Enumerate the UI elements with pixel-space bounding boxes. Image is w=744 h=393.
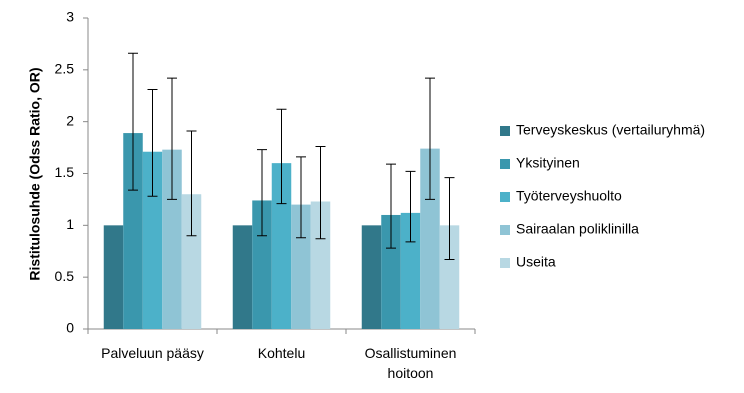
error-bar: [186, 130, 197, 237]
y-tick-label: 0: [66, 320, 74, 336]
bar: [232, 225, 253, 329]
error-bar: [444, 177, 455, 261]
legend-swatch: [500, 225, 510, 235]
legend-swatch: [500, 258, 510, 268]
legend-label: Yksityinen: [516, 155, 580, 171]
y-tick-label: 3: [66, 9, 74, 25]
error-bar: [128, 52, 138, 191]
legend-label: Sairaalan poliklinilla: [516, 221, 639, 237]
legend-label: Työterveyshuolto: [516, 188, 622, 204]
x-tick-label: Kohtelu: [257, 345, 306, 361]
bar: [123, 133, 143, 329]
bar: [439, 225, 460, 329]
error-bar: [296, 156, 306, 239]
error-bar: [405, 170, 416, 243]
bar: [252, 200, 272, 329]
y-tick-label: 0.5: [55, 268, 75, 284]
y-tick-label: 1.5: [55, 164, 75, 180]
x-tick-label: Osallistuminen hoitoon: [364, 345, 457, 381]
bar: [310, 201, 331, 329]
bar: [103, 225, 124, 329]
legend-label: Terveyskeskus (vertailuryhmä): [516, 122, 705, 138]
y-tick-label: 2: [66, 112, 74, 128]
legend-swatch: [500, 159, 510, 169]
error-bar: [425, 77, 435, 200]
bar: [291, 204, 311, 329]
bar: [420, 148, 440, 329]
error-bar: [167, 77, 177, 200]
bar: [381, 214, 401, 329]
error-bar: [386, 163, 396, 249]
legend-swatch: [500, 192, 510, 202]
error-bar: [257, 149, 267, 237]
bar: [162, 149, 182, 329]
legend-swatch: [500, 126, 510, 136]
error-bar: [276, 108, 287, 205]
error-bar: [315, 146, 326, 240]
error-bar: [147, 89, 158, 197]
bar: [271, 163, 292, 329]
y-tick-label: 2.5: [55, 61, 75, 77]
bar: [181, 194, 202, 329]
legend-label: Useita: [516, 254, 556, 270]
x-tick-label: Palveluun pääsy: [101, 345, 204, 361]
y-tick-label: 1: [66, 216, 74, 232]
bar: [361, 225, 382, 329]
y-axis-label: Ristitulosuhde (Odss Ratio, OR): [27, 67, 43, 280]
